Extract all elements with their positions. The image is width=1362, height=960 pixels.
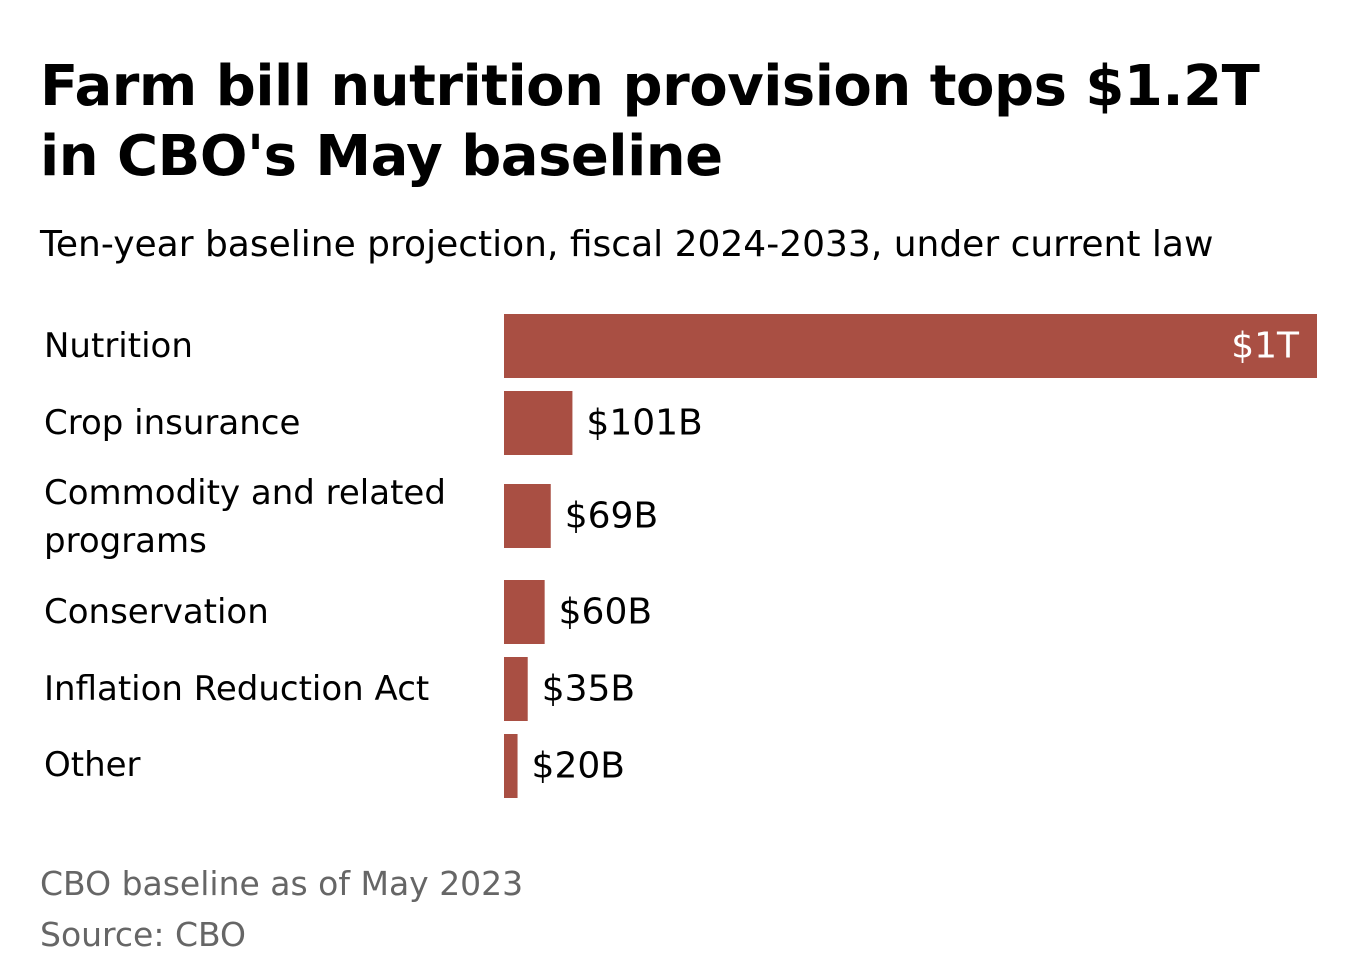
category-label-crop-insurance: Crop insurance (44, 403, 300, 443)
bar-crop-insurance (504, 391, 573, 455)
bar-nutrition (504, 314, 1317, 378)
value-label-crop-insurance: $101B (586, 403, 702, 444)
chart-footer: CBO baseline as of May 2023 Source: CBO (40, 858, 523, 960)
chart-subtitle: Ten-year baseline projection, fiscal 202… (40, 224, 1214, 265)
value-label-inflation-reduction-act: $35B (542, 669, 635, 710)
value-label-commodity-and-related-programs: $69B (565, 496, 658, 537)
category-label-nutrition: Nutrition (44, 326, 193, 366)
source-note: Source: CBO (40, 915, 247, 954)
bar-conservation (504, 580, 545, 644)
bar-other (504, 734, 518, 798)
category-label-other: Other (44, 745, 141, 785)
bar-commodity-and-related-programs (504, 484, 551, 548)
category-label-conservation: Conservation (44, 592, 269, 632)
chart-title: Farm bill nutrition provision tops $1.2T… (40, 54, 1260, 189)
bar-inflation-reduction-act (504, 657, 528, 721)
value-label-nutrition: $1T (1231, 326, 1300, 367)
baseline-note: CBO baseline as of May 2023 (40, 864, 524, 903)
category-label-inflation-reduction-act: Inflation Reduction Act (44, 669, 429, 709)
value-label-conservation: $60B (559, 592, 652, 633)
value-label-other: $20B (532, 746, 625, 787)
category-label-commodity-and-related-programs: Commodity and related programs (44, 473, 446, 561)
